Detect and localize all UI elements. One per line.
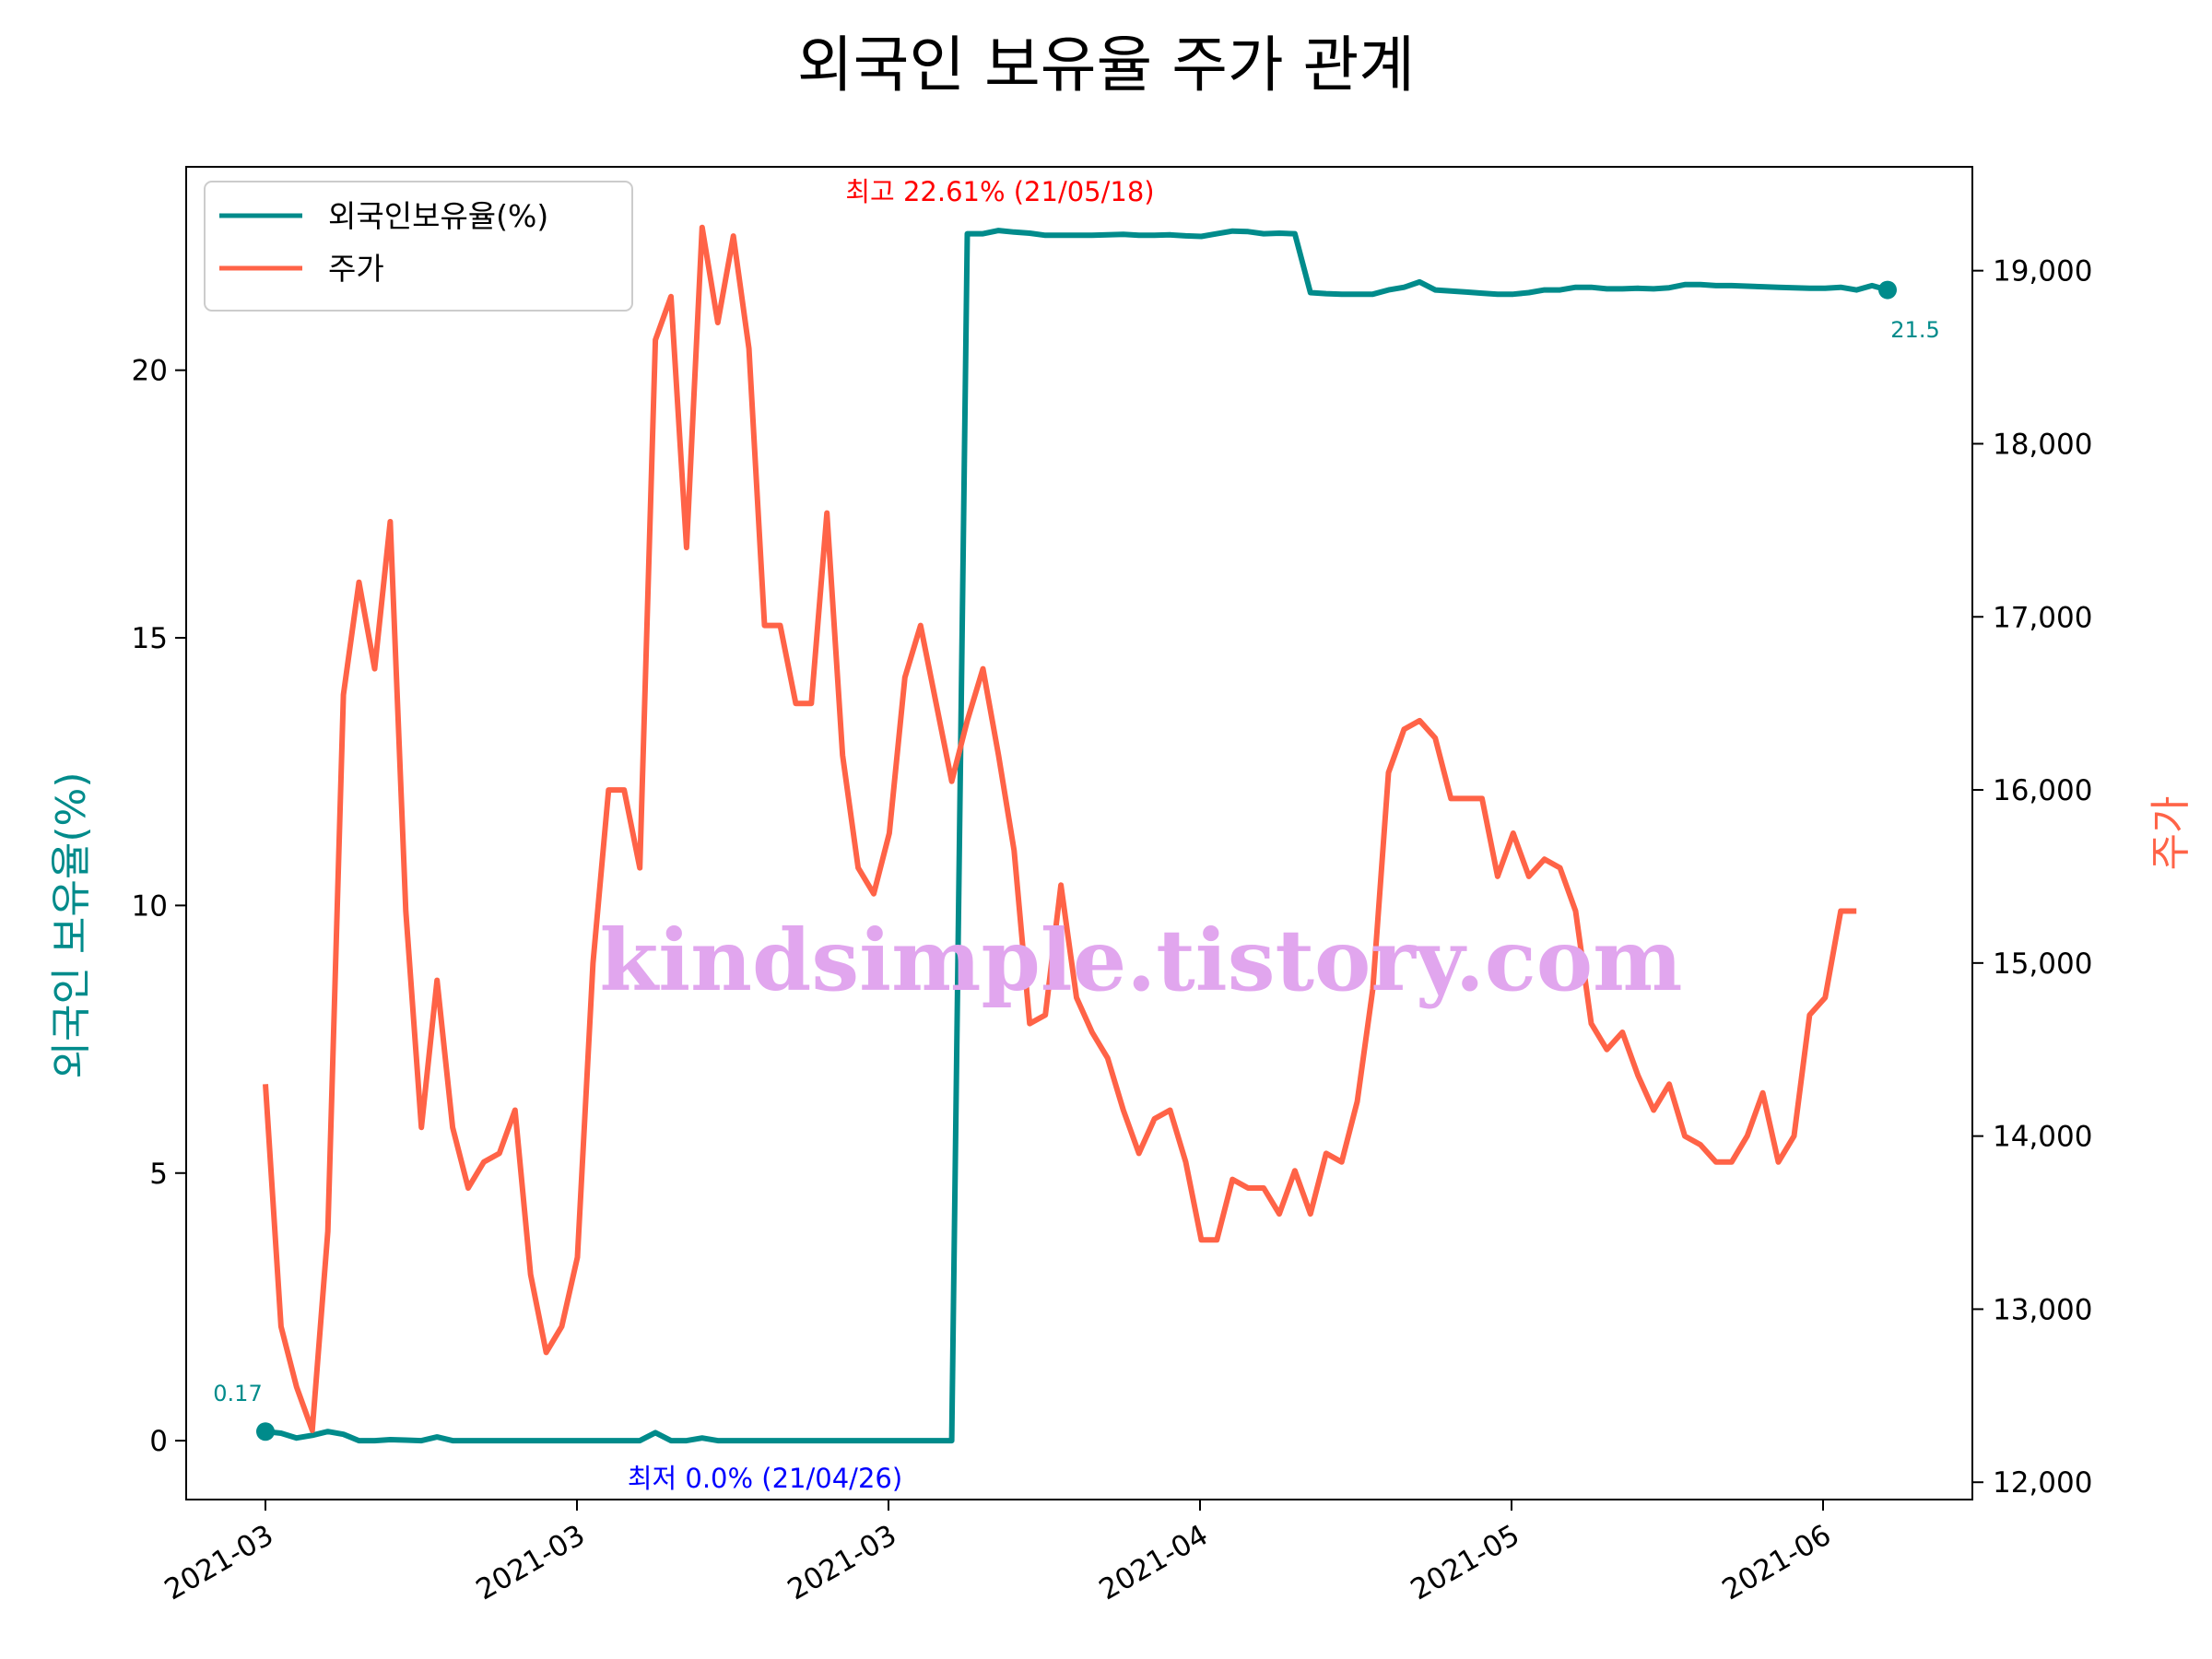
y-right-tick-label: 14,000 bbox=[1993, 1121, 2092, 1154]
y-left-tick-label: 20 bbox=[132, 355, 168, 388]
start-point-marker bbox=[256, 1422, 275, 1441]
plot-frame bbox=[185, 166, 1973, 1500]
x-tick-label: 2021-03 bbox=[159, 1519, 279, 1607]
legend-label-foreign-ownership: 외국인보유율(%) bbox=[328, 198, 548, 234]
legend-box bbox=[204, 181, 633, 312]
y-axis-left-title: 외국인 보유율(%) bbox=[48, 771, 95, 1078]
watermark: kindsimple.tistory.com bbox=[599, 911, 1682, 1010]
y-right-tick-label: 17,000 bbox=[1993, 601, 2092, 634]
y-axis-right-title: 주가 bbox=[2147, 796, 2194, 871]
x-tick-label: 2021-06 bbox=[1717, 1519, 1837, 1607]
chart-title: 외국인 보유율 주가 관계 bbox=[797, 29, 1415, 100]
y-right-tick-label: 12,000 bbox=[1993, 1466, 2092, 1500]
x-tick-label: 2021-03 bbox=[782, 1519, 902, 1607]
legend-label-stock-price: 주가 bbox=[328, 251, 384, 287]
start-value-label: 0.17 bbox=[213, 1381, 262, 1406]
y-right-tick-label: 15,000 bbox=[1993, 947, 2092, 981]
end-point-marker bbox=[1878, 280, 1897, 300]
end-value-label: 21.5 bbox=[1890, 317, 1939, 343]
max-annotation: 최고 22.61% (21/05/18) bbox=[845, 176, 1154, 207]
y-left-tick-label: 15 bbox=[132, 622, 168, 655]
y-left-tick-label: 10 bbox=[132, 889, 168, 923]
min-annotation: 최저 0.0% (21/04/26) bbox=[628, 1463, 902, 1494]
y-left-tick-label: 5 bbox=[149, 1158, 168, 1191]
y-right-tick-label: 13,000 bbox=[1993, 1293, 2092, 1326]
y-left-tick-label: 0 bbox=[149, 1425, 168, 1458]
series-line-stock-price bbox=[263, 224, 1857, 1433]
series-line-foreign-ownership bbox=[265, 228, 1888, 1444]
y-right-tick-label: 16,000 bbox=[1993, 774, 2092, 807]
x-tick-label: 2021-05 bbox=[1406, 1519, 1525, 1607]
y-right-tick-label: 19,000 bbox=[1993, 255, 2092, 288]
y-right-tick-label: 18,000 bbox=[1993, 428, 2092, 461]
legend: 외국인보유율(%) 주가 bbox=[204, 181, 633, 312]
x-tick-label: 2021-03 bbox=[471, 1519, 591, 1607]
x-tick-label: 2021-04 bbox=[1094, 1519, 1214, 1607]
